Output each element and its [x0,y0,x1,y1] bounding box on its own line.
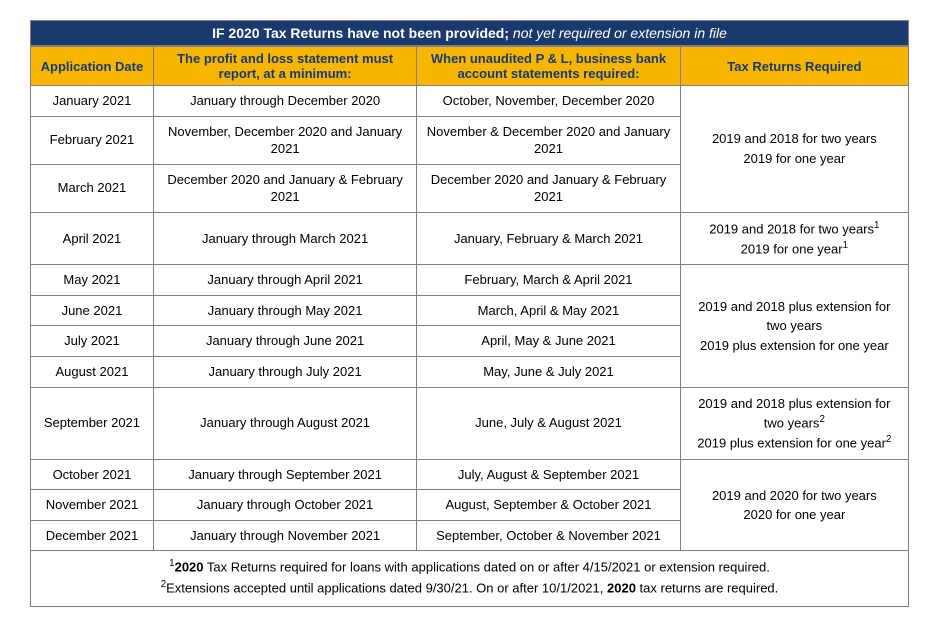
title-plain: IF 2020 Tax Returns have not been provid… [212,25,509,41]
cell-pl-statement: January through September 2021 [153,459,416,490]
table-row: October 2021January through September 20… [31,459,909,490]
cell-application-date: November 2021 [31,490,154,521]
col-header-bank-statements: When unaudited P & L, business bank acco… [417,47,680,86]
cell-bank-statements: December 2020 and January & February 202… [417,164,680,212]
cell-application-date: March 2021 [31,164,154,212]
cell-application-date: July 2021 [31,326,154,357]
cell-application-date: April 2021 [31,212,154,265]
cell-bank-statements: July, August & September 2021 [417,459,680,490]
table-row: January 2021January through December 202… [31,86,909,117]
table-row: September 2021January through August 202… [31,387,909,459]
cell-application-date: June 2021 [31,295,154,326]
table-header-row: Application Date The profit and loss sta… [31,47,909,86]
col-header-pl-statement: The profit and loss statement must repor… [153,47,416,86]
cell-bank-statements: March, April & May 2021 [417,295,680,326]
cell-application-date: October 2021 [31,459,154,490]
cell-application-date: August 2021 [31,357,154,388]
cell-bank-statements: October, November, December 2020 [417,86,680,117]
footnotes: 12020 Tax Returns required for loans wit… [30,551,909,606]
cell-application-date: May 2021 [31,265,154,296]
table-body: January 2021January through December 202… [31,86,909,551]
tax-requirements-table: Application Date The profit and loss sta… [30,46,909,551]
cell-bank-statements: May, June & July 2021 [417,357,680,388]
cell-pl-statement: January through November 2021 [153,520,416,551]
cell-bank-statements: April, May & June 2021 [417,326,680,357]
cell-tax-returns: 2019 and 2018 plus extension for two yea… [680,387,908,459]
cell-tax-returns: 2019 and 2018 for two years12019 for one… [680,212,908,265]
cell-pl-statement: November, December 2020 and January 2021 [153,116,416,164]
cell-application-date: January 2021 [31,86,154,117]
cell-pl-statement: January through December 2020 [153,86,416,117]
cell-tax-returns: 2019 and 2018 plus extension for two yea… [680,265,908,387]
cell-application-date: February 2021 [31,116,154,164]
cell-pl-statement: January through October 2021 [153,490,416,521]
cell-pl-statement: January through June 2021 [153,326,416,357]
cell-application-date: December 2021 [31,520,154,551]
cell-pl-statement: January through March 2021 [153,212,416,265]
cell-bank-statements: September, October & November 2021 [417,520,680,551]
title-italic: not yet required or extension in file [509,25,727,41]
cell-bank-statements: August, September & October 2021 [417,490,680,521]
table-row: April 2021January through March 2021Janu… [31,212,909,265]
cell-application-date: September 2021 [31,387,154,459]
cell-pl-statement: January through April 2021 [153,265,416,296]
cell-tax-returns: 2019 and 2018 for two years2019 for one … [680,86,908,213]
cell-bank-statements: February, March & April 2021 [417,265,680,296]
col-header-tax-returns: Tax Returns Required [680,47,908,86]
cell-pl-statement: January through May 2021 [153,295,416,326]
cell-bank-statements: January, February & March 2021 [417,212,680,265]
cell-bank-statements: June, July & August 2021 [417,387,680,459]
cell-tax-returns: 2019 and 2020 for two years2020 for one … [680,459,908,551]
table-row: May 2021January through April 2021Februa… [31,265,909,296]
cell-pl-statement: December 2020 and January & February 202… [153,164,416,212]
cell-bank-statements: November & December 2020 and January 202… [417,116,680,164]
footnote-line: 12020 Tax Returns required for loans wit… [41,557,898,577]
cell-pl-statement: January through August 2021 [153,387,416,459]
cell-pl-statement: January through July 2021 [153,357,416,388]
table-title-bar: IF 2020 Tax Returns have not been provid… [30,20,909,46]
col-header-application-date: Application Date [31,47,154,86]
footnote-line: 2Extensions accepted until applications … [41,578,898,598]
